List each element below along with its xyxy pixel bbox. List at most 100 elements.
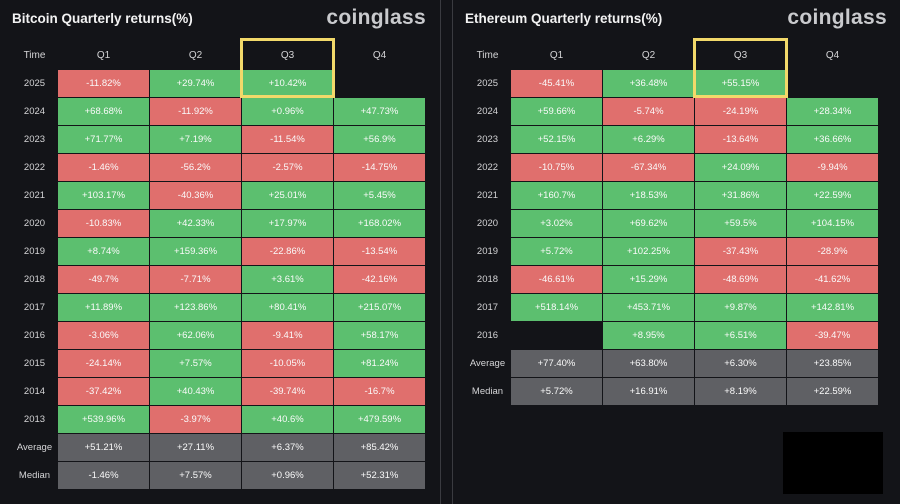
return-cell: +0.96% bbox=[242, 98, 333, 125]
table-row: 2017 +518.14% +453.71% +9.87% +142.81% bbox=[465, 294, 879, 322]
return-cell: -13.54% bbox=[334, 238, 425, 265]
return-cell: -49.7% bbox=[58, 266, 149, 293]
table-row: 2017 +11.89% +123.86% +80.41% +215.07% bbox=[12, 294, 426, 322]
ethereum-table: Time Q1 Q2 Q3 Q4 2025 -45.41% +36.48% +55.15% 202… bbox=[465, 38, 879, 406]
row-label: Average bbox=[469, 358, 506, 369]
return-cell: +77.40% bbox=[511, 350, 602, 377]
return-cell: +31.86% bbox=[695, 182, 786, 209]
return-cell bbox=[334, 70, 425, 97]
return-cell: +71.77% bbox=[58, 126, 149, 153]
return-cell: +85.42% bbox=[334, 434, 425, 461]
return-cell: +27.11% bbox=[150, 434, 241, 461]
row-label: 2017 bbox=[23, 302, 46, 313]
return-cell: -37.43% bbox=[695, 238, 786, 265]
row-label: 2016 bbox=[23, 330, 46, 341]
table-row: 2021 +103.17% -40.36% +25.01% +5.45% bbox=[12, 182, 426, 210]
return-cell: +56.9% bbox=[334, 126, 425, 153]
return-cell: -1.46% bbox=[58, 462, 149, 489]
return-cell: -11.92% bbox=[150, 98, 241, 125]
return-cell: +103.17% bbox=[58, 182, 149, 209]
return-cell: +0.96% bbox=[242, 462, 333, 489]
return-cell: +80.41% bbox=[242, 294, 333, 321]
column-header-q4: Q4 bbox=[825, 50, 840, 61]
return-cell: +6.29% bbox=[603, 126, 694, 153]
return-cell: -3.97% bbox=[150, 406, 241, 433]
row-label: 2013 bbox=[23, 414, 46, 425]
return-cell: -16.7% bbox=[334, 378, 425, 405]
table-row: 2020 -10.83% +42.33% +17.97% +168.02% bbox=[12, 210, 426, 238]
return-cell: +10.42% bbox=[242, 70, 333, 97]
coinglass-logo: coinglass bbox=[326, 6, 426, 29]
table-row: 2021 +160.7% +18.53% +31.86% +22.59% bbox=[465, 182, 879, 210]
return-cell: +15.29% bbox=[603, 266, 694, 293]
row-label: Average bbox=[16, 442, 53, 453]
column-header-q1: Q1 bbox=[96, 50, 111, 61]
row-label: 2018 bbox=[476, 274, 499, 285]
return-cell: +123.86% bbox=[150, 294, 241, 321]
return-cell: +55.15% bbox=[695, 70, 786, 97]
table-row: 2022 -10.75% -67.34% +24.09% -9.94% bbox=[465, 154, 879, 182]
column-header-q2: Q2 bbox=[641, 50, 656, 61]
summary-row-average: Average +77.40% +63.80% +6.30% +23.85% bbox=[465, 350, 879, 378]
row-label: 2018 bbox=[23, 274, 46, 285]
return-cell: -56.2% bbox=[150, 154, 241, 181]
return-cell: -2.57% bbox=[242, 154, 333, 181]
table-row: 2020 +3.02% +69.62% +59.5% +104.15% bbox=[465, 210, 879, 238]
header-row: Time Q1 Q2 Q3 Q4 bbox=[465, 42, 879, 70]
row-label: 2025 bbox=[23, 78, 46, 89]
row-label: 2017 bbox=[476, 302, 499, 313]
return-cell: +36.66% bbox=[787, 126, 878, 153]
return-cell: +479.59% bbox=[334, 406, 425, 433]
table-row: 2013 +539.96% -3.97% +40.6% +479.59% bbox=[12, 406, 426, 434]
return-cell: +3.61% bbox=[242, 266, 333, 293]
return-cell: +24.09% bbox=[695, 154, 786, 181]
return-cell: +102.25% bbox=[603, 238, 694, 265]
return-cell: -39.47% bbox=[787, 322, 878, 349]
return-cell: -39.74% bbox=[242, 378, 333, 405]
row-label: Median bbox=[18, 470, 51, 481]
return-cell: +52.15% bbox=[511, 126, 602, 153]
summary-row-median: Median +5.72% +16.91% +8.19% +22.59% bbox=[465, 378, 879, 406]
table-row: 2022 -1.46% -56.2% -2.57% -14.75% bbox=[12, 154, 426, 182]
return-cell: +42.33% bbox=[150, 210, 241, 237]
row-label: 2019 bbox=[476, 246, 499, 257]
ethereum-title: Ethereum Quarterly returns(%) bbox=[465, 11, 663, 26]
table-row: 2025 -45.41% +36.48% +55.15% bbox=[465, 70, 879, 98]
return-cell: +104.15% bbox=[787, 210, 878, 237]
return-cell: -28.9% bbox=[787, 238, 878, 265]
row-label: 2020 bbox=[476, 218, 499, 229]
redaction-box bbox=[783, 432, 883, 494]
return-cell: -7.71% bbox=[150, 266, 241, 293]
return-cell: +40.6% bbox=[242, 406, 333, 433]
row-label: 2022 bbox=[476, 162, 499, 173]
return-cell: +5.72% bbox=[511, 238, 602, 265]
return-cell: +52.31% bbox=[334, 462, 425, 489]
return-cell: -11.82% bbox=[58, 70, 149, 97]
return-cell: -41.62% bbox=[787, 266, 878, 293]
return-cell: +59.66% bbox=[511, 98, 602, 125]
return-cell: +6.30% bbox=[695, 350, 786, 377]
row-label: 2020 bbox=[23, 218, 46, 229]
return-cell: -67.34% bbox=[603, 154, 694, 181]
header-row: Time Q1 Q2 Q3 Q4 bbox=[12, 42, 426, 70]
return-cell: -14.75% bbox=[334, 154, 425, 181]
row-label: 2024 bbox=[23, 106, 46, 117]
table-row: 2024 +68.68% -11.92% +0.96% +47.73% bbox=[12, 98, 426, 126]
ethereum-panel: Ethereum Quarterly returns(%) coinglass … bbox=[452, 0, 900, 504]
return-cell: +22.59% bbox=[787, 378, 878, 405]
return-cell: -11.54% bbox=[242, 126, 333, 153]
table-row: 2019 +5.72% +102.25% -37.43% -28.9% bbox=[465, 238, 879, 266]
return-cell: +168.02% bbox=[334, 210, 425, 237]
return-cell: -45.41% bbox=[511, 70, 602, 97]
row-label: 2024 bbox=[476, 106, 499, 117]
column-header-q4: Q4 bbox=[372, 50, 387, 61]
column-header-q2: Q2 bbox=[188, 50, 203, 61]
return-cell: +3.02% bbox=[511, 210, 602, 237]
return-cell: +69.62% bbox=[603, 210, 694, 237]
return-cell: -13.64% bbox=[695, 126, 786, 153]
table-row: 2023 +52.15% +6.29% -13.64% +36.66% bbox=[465, 126, 879, 154]
return-cell: +7.19% bbox=[150, 126, 241, 153]
return-cell: -10.05% bbox=[242, 350, 333, 377]
return-cell: +51.21% bbox=[58, 434, 149, 461]
return-cell: +59.5% bbox=[695, 210, 786, 237]
